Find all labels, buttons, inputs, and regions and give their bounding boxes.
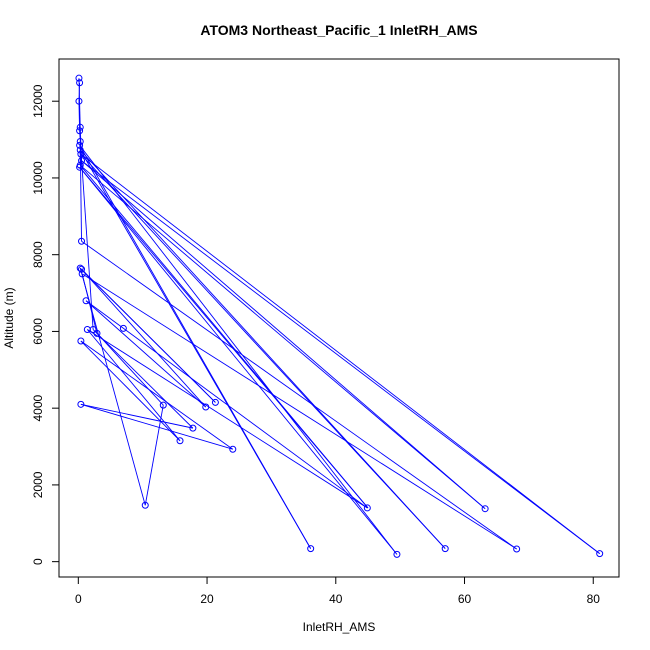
data-point [78, 265, 86, 273]
data-point [75, 74, 83, 82]
data-point [513, 545, 521, 553]
series-segment [79, 166, 369, 509]
data-point [76, 123, 84, 131]
data-point [77, 400, 85, 408]
series-segment [80, 403, 193, 429]
series-points [75, 74, 604, 558]
y-tick-label: 2000 [31, 471, 45, 498]
data-point [211, 398, 219, 406]
data-point [75, 97, 83, 105]
series-segment [81, 160, 486, 510]
data-point [77, 150, 85, 158]
series-segment [79, 149, 312, 549]
data-point [189, 424, 197, 432]
data-point [202, 403, 210, 411]
series-segment [81, 268, 207, 408]
data-point [307, 545, 315, 553]
data-point [159, 401, 167, 409]
series-segment [87, 329, 368, 509]
y-tick-label: 12000 [31, 84, 45, 118]
series-segment [80, 340, 234, 450]
series-segment [81, 160, 600, 554]
data-point [76, 127, 84, 135]
x-tick-label: 0 [75, 592, 82, 606]
y-tick-label: 4000 [31, 395, 45, 422]
series-segment [79, 267, 146, 506]
data-point [77, 337, 85, 345]
series-segment [80, 340, 181, 442]
data-point [229, 445, 237, 453]
y-tick-label: 0 [31, 558, 45, 565]
chart-title: ATOM3 Northeast_Pacific_1 InletRH_AMS [200, 22, 477, 38]
series-segment [79, 145, 398, 555]
data-point [481, 505, 489, 513]
data-point [78, 270, 86, 278]
x-tick-label: 60 [458, 592, 472, 606]
series-segment [96, 333, 164, 406]
data-point [76, 163, 84, 171]
y-tick-label: 8000 [31, 241, 45, 268]
series-segment [78, 101, 81, 131]
y-axis: 0 2000 4000 6000 8000 10000 12000 [31, 84, 60, 565]
series-segment [81, 273, 517, 550]
data-point [441, 545, 449, 553]
data-point [119, 324, 127, 332]
data-point [78, 237, 86, 245]
x-tick-label: 80 [587, 592, 601, 606]
data-point [393, 550, 401, 558]
x-axis-label: InletRH_AMS [303, 620, 376, 634]
y-tick-label: 6000 [31, 318, 45, 345]
data-point [76, 137, 84, 145]
series-segment [81, 268, 216, 403]
series-segment [80, 153, 446, 549]
data-point [76, 146, 84, 154]
series-segment [85, 300, 207, 408]
data-point [596, 550, 604, 558]
series-segment [92, 329, 194, 429]
series-segment [85, 300, 368, 509]
data-point [82, 297, 90, 305]
series-segment [144, 405, 164, 506]
data-point [93, 329, 101, 337]
series-segment [79, 164, 486, 510]
series-segment [81, 240, 517, 550]
x-tick-label: 40 [329, 592, 343, 606]
series-segment [79, 166, 398, 555]
y-tick-label: 10000 [31, 161, 45, 195]
series-segment [80, 153, 600, 554]
data-point [76, 79, 84, 87]
series-segment [80, 403, 233, 450]
data-point [363, 504, 371, 512]
data-point [176, 437, 184, 445]
data-point [76, 141, 84, 149]
y-axis-label: Altitude (m) [2, 287, 16, 348]
x-axis: 0 20 40 60 80 [75, 576, 601, 606]
x-tick-label: 20 [200, 592, 214, 606]
data-point [141, 501, 149, 509]
data-point [78, 157, 86, 165]
series-lines [78, 78, 600, 555]
data-point [89, 326, 97, 334]
